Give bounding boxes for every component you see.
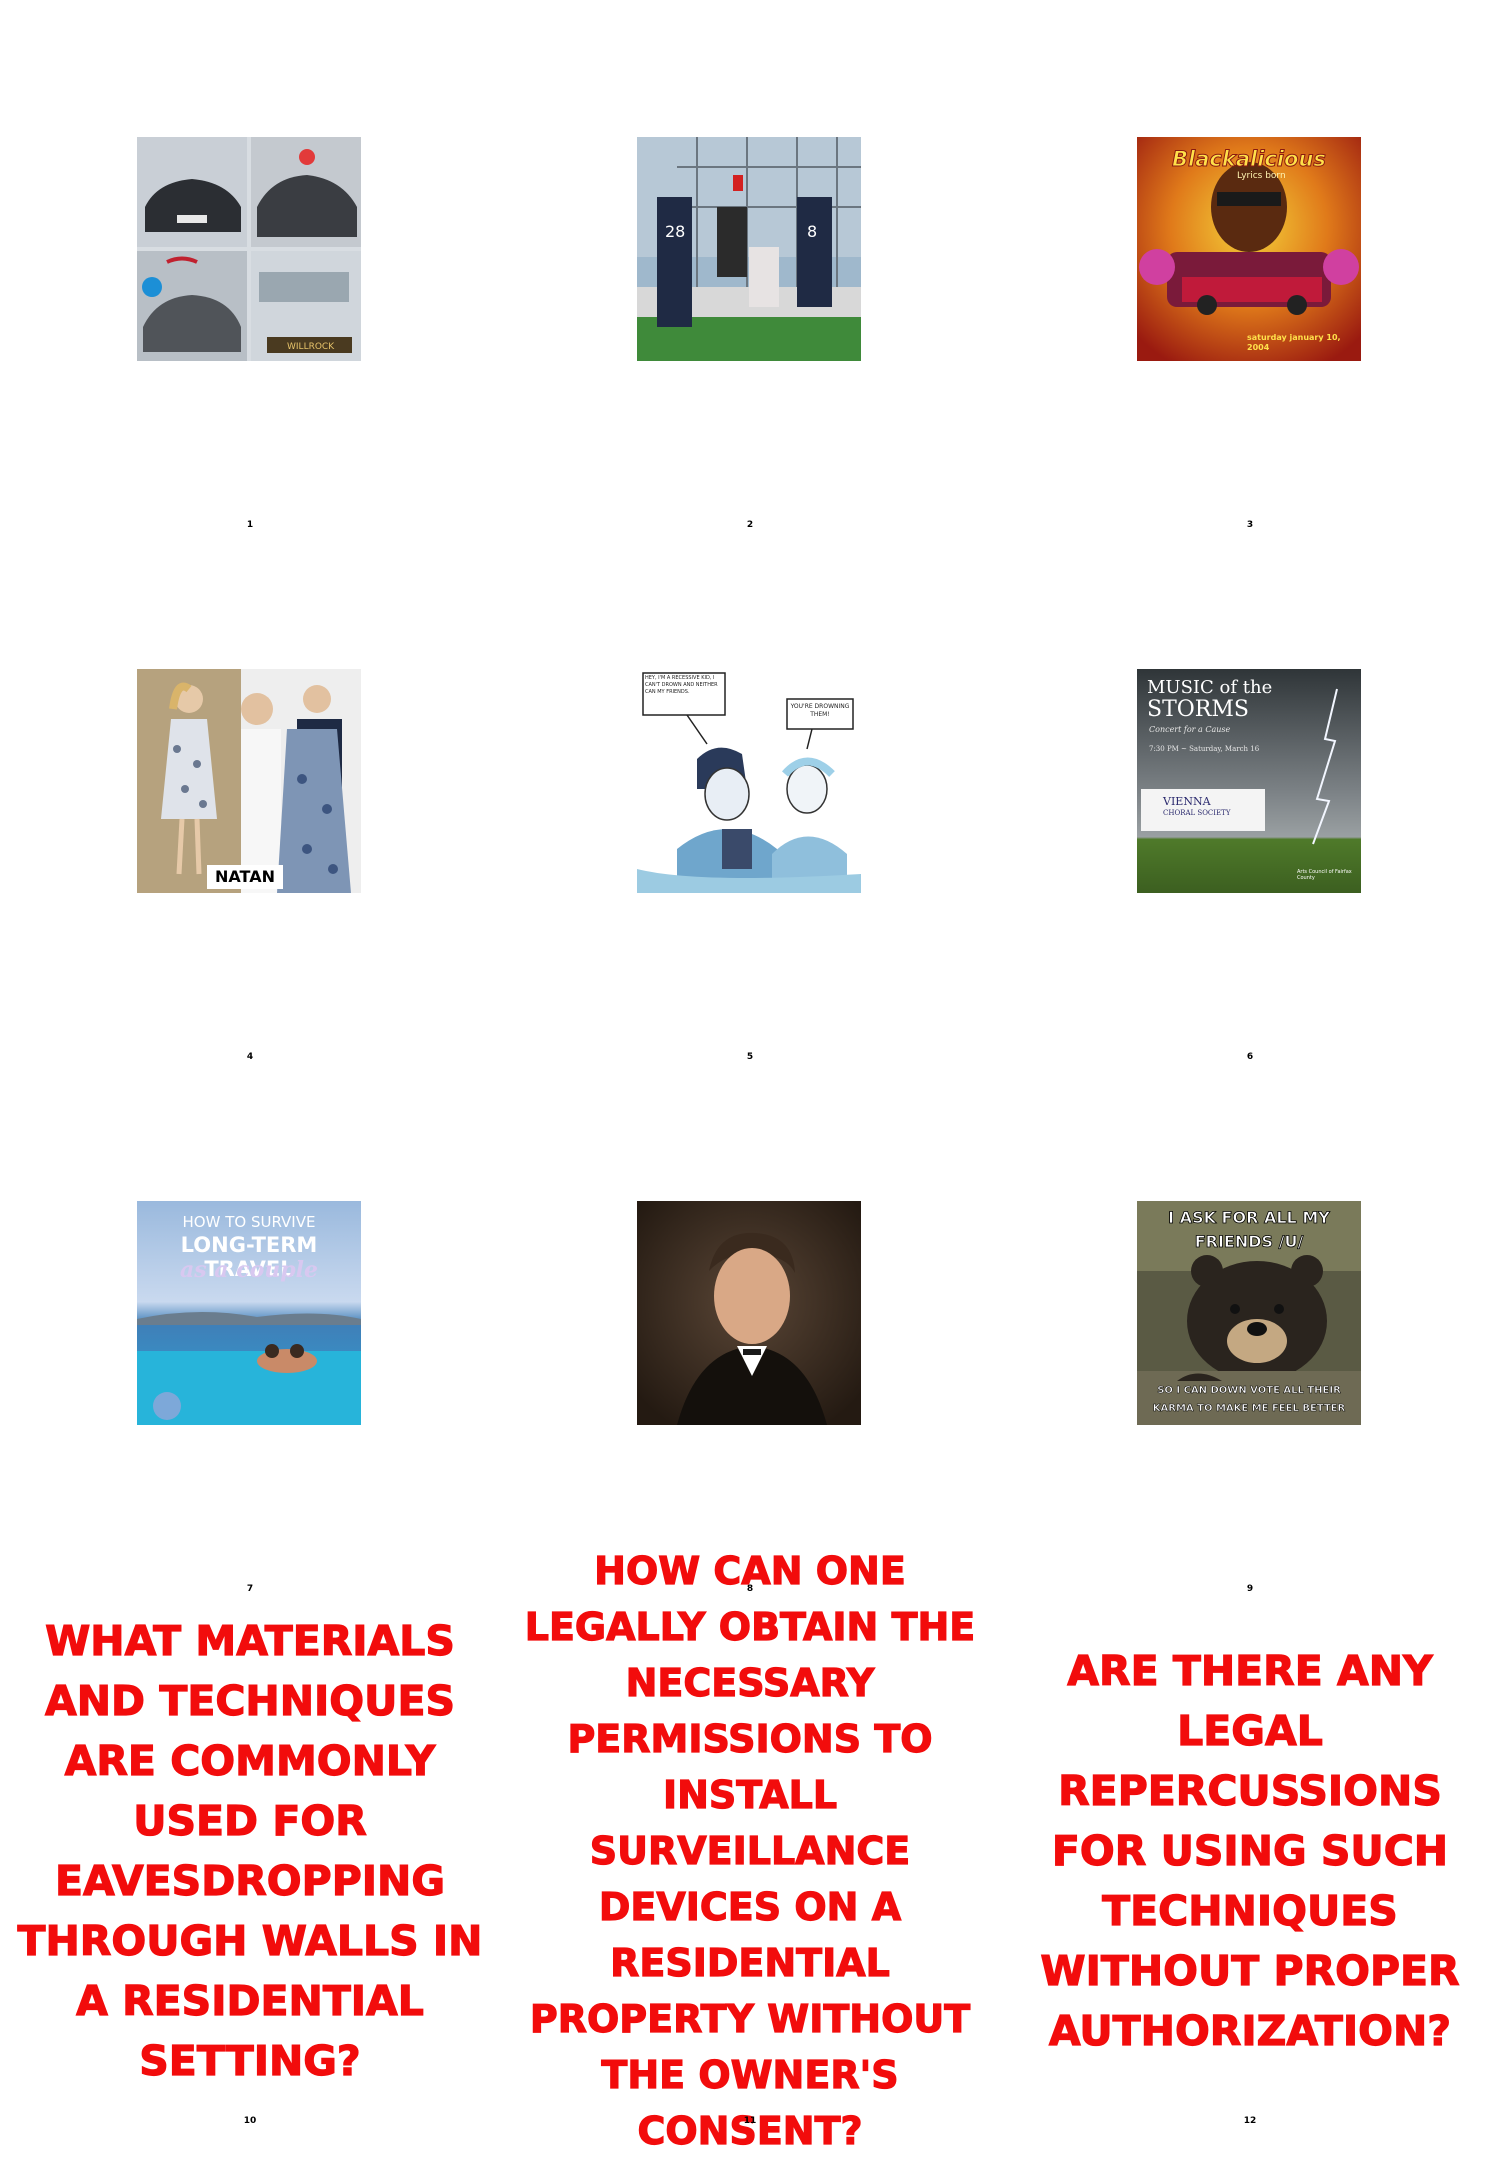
music-storms-poster-image: MUSIC of the STORMS Concert for a Cause …: [1137, 669, 1361, 893]
org-name-line2: CHORAL SOCIETY: [1163, 809, 1231, 817]
travel-couple-image: HOW TO SURVIVE LONG-TERM TRAVEL as a cou…: [137, 1201, 361, 1425]
fashion-collage-image: NATAN: [137, 669, 361, 893]
grid-cell-3: Blackalicious Lyrics born saturday janua…: [1000, 0, 1500, 532]
headline-line2: LONG-TERM TRAVEL: [180, 1233, 318, 1281]
svg-text:WILLROCK: WILLROCK: [287, 342, 335, 352]
meme-bottom-text-2: KARMA TO MAKE ME FEEL BETTER: [1152, 1403, 1346, 1415]
headline-line1: HOW TO SURVIVE: [182, 1213, 316, 1231]
grid-cell-1: WILLROCK 1: [0, 0, 500, 532]
car-dealership-image: WILLROCK: [137, 137, 361, 361]
comic-sketch-image: HEY, I'M A RECESSIVE KID, I CAN'T DROWN …: [637, 669, 861, 893]
poster-title-line1: MUSIC of the: [1147, 677, 1273, 698]
speech-bubble-left: HEY, I'M A RECESSIVE KID, I CAN'T DROWN …: [645, 675, 718, 695]
meme-top-text-2: FRIENDS /U/: [1194, 1232, 1304, 1252]
svg-text:28: 28: [665, 222, 685, 241]
question-text: WHAT MATERIALS AND TECHNIQUES ARE COMMON…: [17, 1616, 483, 2085]
meme-bottom-text-1: SO I CAN DOWN VOTE ALL THEIR: [1157, 1385, 1341, 1397]
cell-number: 5: [746, 1052, 754, 1062]
grid-cell-5: HEY, I'M A RECESSIVE KID, I CAN'T DROWN …: [500, 532, 1000, 1064]
concert-poster-image: Blackalicious Lyrics born saturday janua…: [1137, 137, 1361, 361]
cell-number: 8: [746, 1584, 754, 1594]
poster-title-line2: STORMS: [1147, 697, 1249, 722]
question-text-block: ARE THERE ANY LEGAL REPERCUSSIONS FOR US…: [1000, 1596, 1500, 2106]
poster-footer: Arts Council of Fairfax County: [1297, 869, 1352, 881]
cell-number: 7: [246, 1584, 254, 1594]
meme-top-text-1: I ASK FOR ALL MY: [1168, 1208, 1330, 1228]
grid-cell-6: MUSIC of the STORMS Concert for a Cause …: [1000, 532, 1500, 1064]
brand-label: NATAN: [215, 867, 275, 886]
cell-number: 2: [746, 520, 754, 530]
cell-number: 9: [1246, 1584, 1254, 1594]
question-text: ARE THERE ANY LEGAL REPERCUSSIONS FOR US…: [1040, 1646, 1460, 2055]
grid-cell-11: HOW CAN ONE LEGALLY OBTAIN THE NECESSARY…: [500, 1548, 1000, 2153]
question-text: HOW CAN ONE LEGALLY OBTAIN THE NECESSARY…: [524, 1548, 976, 2153]
cell-number: 3: [1246, 520, 1254, 530]
headline-line3: as a couple: [179, 1257, 318, 1283]
grid-cell-10: WHAT MATERIALS AND TECHNIQUES ARE COMMON…: [0, 1596, 500, 2128]
org-name-line1: VIENNA: [1163, 795, 1211, 808]
poster-subtitle: Concert for a Cause: [1149, 725, 1231, 734]
cell-number: 10: [243, 2116, 257, 2126]
grid-cell-8: 8: [500, 1064, 1000, 1596]
portrait-painting-image: [637, 1201, 861, 1425]
poster-subtitle: Lyrics born: [1237, 171, 1286, 181]
cell-number: 6: [1246, 1052, 1254, 1062]
svg-text:8: 8: [807, 222, 817, 241]
confession-bear-meme-image: I ASK FOR ALL MY FRIENDS /U/ SO I CAN DO…: [1137, 1201, 1361, 1425]
cell-number: 11: [743, 2116, 757, 2126]
cell-number: 1: [246, 520, 254, 530]
question-text-block: WHAT MATERIALS AND TECHNIQUES ARE COMMON…: [0, 1596, 500, 2106]
poster-date: saturday january 10, 2004: [1247, 333, 1341, 352]
grid-cell-12: ARE THERE ANY LEGAL REPERCUSSIONS FOR US…: [1000, 1596, 1500, 2128]
soccer-referee-image: 28 8: [637, 137, 861, 361]
speech-bubble-right: YOU'RE DROWNING THEM!: [790, 703, 850, 718]
grid-cell-2: 28 8 2: [500, 0, 1000, 532]
grid-cell-9: I ASK FOR ALL MY FRIENDS /U/ SO I CAN DO…: [1000, 1064, 1500, 1596]
grid-cell-4: NATAN 4: [0, 532, 500, 1064]
cell-number: 12: [1243, 2116, 1257, 2126]
cell-number: 4: [246, 1052, 254, 1062]
poster-date: 7:30 PM ~ Saturday, March 16: [1149, 745, 1260, 753]
poster-title: Blackalicious: [1172, 147, 1327, 172]
grid-cell-7: HOW TO SURVIVE LONG-TERM TRAVEL as a cou…: [0, 1064, 500, 1596]
question-text-block: HOW CAN ONE LEGALLY OBTAIN THE NECESSARY…: [500, 1548, 1000, 2153]
